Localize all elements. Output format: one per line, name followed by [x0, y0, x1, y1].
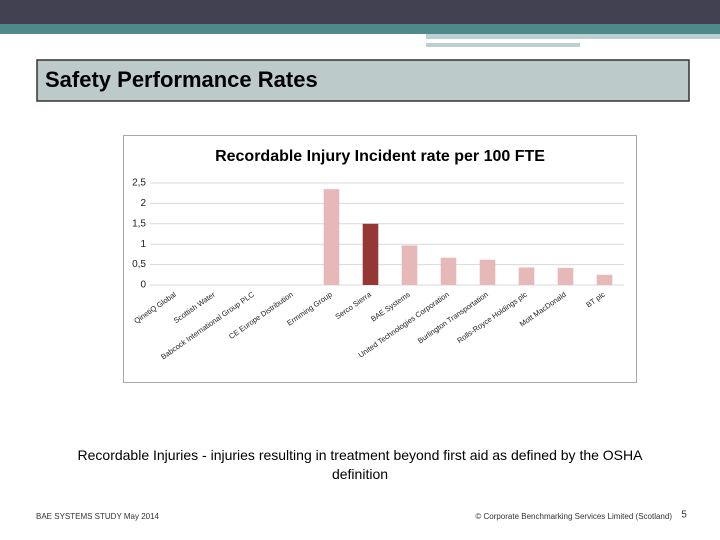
bar: [518, 267, 535, 285]
header-accent: [426, 34, 720, 39]
y-tick-label: 1: [140, 239, 146, 250]
y-tick-label: 0: [140, 280, 146, 291]
slide-title: Safety Performance Rates: [45, 67, 318, 92]
bar: [401, 245, 418, 285]
caption: Recordable Injuries - injuries resulting…: [78, 447, 644, 482]
title-box: [36, 59, 690, 102]
y-tick-label: 1,5: [132, 218, 146, 229]
chart-frame: [123, 135, 637, 383]
bar: [440, 257, 457, 285]
bar: [596, 274, 613, 285]
footer-left: BAE SYSTEMS STUDY May 2014: [36, 512, 160, 521]
chart-title: Recordable Injury Incident rate per 100 …: [215, 148, 545, 165]
footer-right: © Corporate Benchmarking Services Limite…: [475, 512, 672, 521]
page-number: 5: [681, 510, 687, 521]
header-accent: [426, 43, 580, 47]
header-strip: [0, 24, 720, 34]
y-tick-label: 0,5: [132, 259, 146, 270]
bar: [557, 267, 574, 285]
bar: [362, 223, 379, 285]
header-bar: [0, 0, 720, 24]
bar: [479, 259, 496, 285]
bar: [323, 189, 340, 285]
y-tick-label: 2,5: [132, 178, 146, 189]
y-tick-label: 2: [140, 198, 146, 209]
